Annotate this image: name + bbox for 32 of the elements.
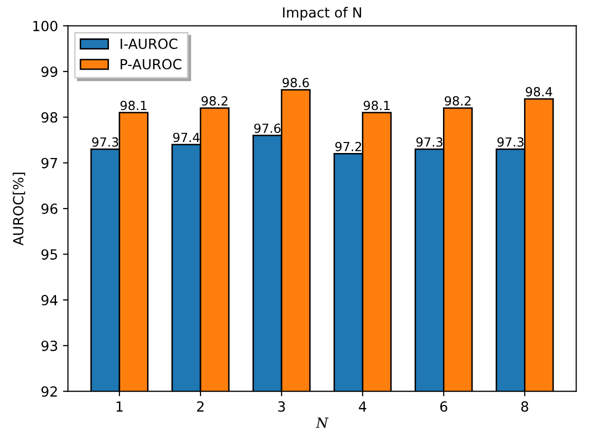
- data-label: 97.6: [254, 124, 281, 134]
- y-tick-label: 93: [41, 340, 58, 352]
- legend-label: I-AUROC: [120, 38, 178, 50]
- y-axis-title: AUROC[%]: [12, 172, 26, 246]
- data-label: 98.1: [364, 100, 390, 110]
- x-axis-title: N: [316, 418, 329, 428]
- y-tick-label: 92: [41, 386, 57, 397]
- y-tick-label: 97: [41, 158, 58, 168]
- data-label: 98.1: [120, 100, 146, 110]
- x-tick-label: 4: [358, 401, 366, 412]
- y-tick-label: 95: [41, 249, 58, 260]
- x-tick-label: 6: [440, 401, 448, 412]
- data-label: 97.3: [92, 137, 118, 147]
- data-label: 98.2: [202, 96, 228, 106]
- x-tick-label: 1: [116, 401, 123, 412]
- data-label: 97.3: [416, 137, 442, 147]
- legend-label: P-AUROC: [120, 58, 182, 70]
- data-label: 97.3: [497, 137, 524, 147]
- data-label: 98.6: [282, 78, 309, 88]
- x-tick-label: 3: [278, 401, 285, 412]
- data-label: 97.2: [335, 142, 362, 152]
- y-tick-label: 96: [41, 204, 58, 214]
- data-label: 98.2: [444, 96, 471, 106]
- y-tick-label: 98: [41, 112, 58, 123]
- y-tick-label: 100: [33, 20, 58, 32]
- data-label: 97.4: [173, 132, 200, 142]
- y-tick-label: 94: [41, 294, 58, 306]
- chart-title: Impact of N: [283, 6, 362, 20]
- x-tick-label: 2: [197, 401, 204, 412]
- data-label: 98.4: [526, 87, 552, 96]
- x-tick-label: 8: [521, 401, 528, 412]
- y-tick-label: 99: [41, 66, 58, 77]
